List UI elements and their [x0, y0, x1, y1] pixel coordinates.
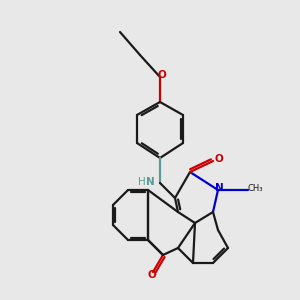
Text: N: N	[215, 183, 224, 193]
Text: H: H	[137, 177, 145, 188]
Text: O: O	[157, 70, 166, 80]
Text: CH₃: CH₃	[248, 184, 263, 193]
Text: N: N	[146, 177, 155, 188]
Text: O: O	[147, 270, 156, 280]
Text: O: O	[214, 154, 223, 164]
